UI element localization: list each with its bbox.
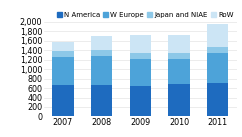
Bar	[52, 42, 74, 51]
Bar	[168, 84, 190, 116]
Bar	[207, 53, 228, 83]
Bar	[52, 51, 74, 57]
Bar	[130, 35, 151, 53]
Bar	[168, 59, 190, 84]
Bar	[207, 83, 228, 116]
Legend: N America, W Europe, Japan and NIAE, RoW: N America, W Europe, Japan and NIAE, RoW	[57, 12, 234, 18]
Bar	[91, 50, 112, 56]
Bar	[130, 86, 151, 116]
Bar	[168, 35, 190, 53]
Bar	[130, 58, 151, 86]
Bar	[52, 85, 74, 116]
Bar	[52, 57, 74, 85]
Bar	[91, 56, 112, 85]
Bar	[91, 85, 112, 116]
Bar	[91, 36, 112, 50]
Bar	[168, 53, 190, 59]
Bar	[207, 47, 228, 53]
Bar	[207, 24, 228, 47]
Bar	[130, 53, 151, 58]
